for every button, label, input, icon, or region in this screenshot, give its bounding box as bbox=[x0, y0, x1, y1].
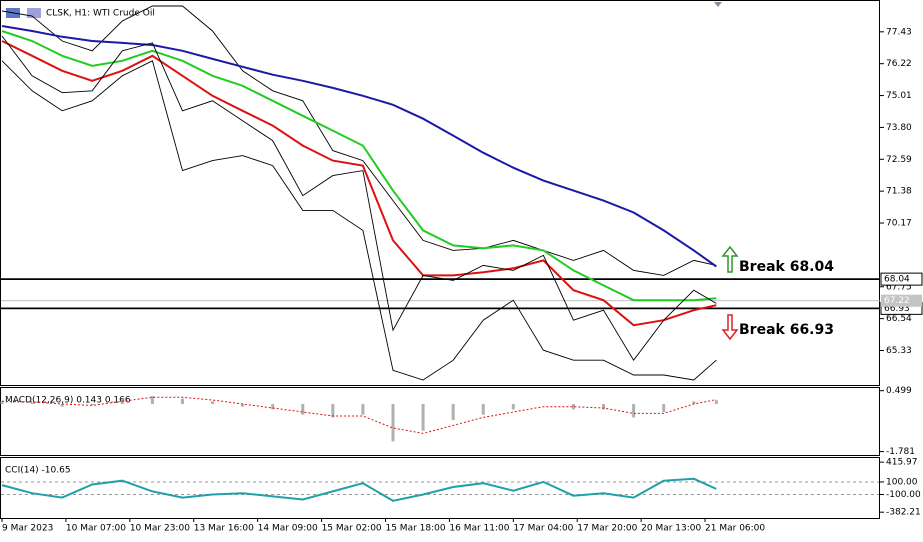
down-arrow bbox=[721, 314, 739, 341]
up-arrow bbox=[721, 245, 739, 273]
x-tick-label: 20 Mar 13:00 bbox=[641, 524, 701, 534]
histogram-bar bbox=[421, 404, 425, 431]
histogram-bar bbox=[211, 401, 215, 405]
y-tick-label: -100.00 bbox=[886, 490, 921, 500]
x-tick-label: 17 Mar 04:00 bbox=[513, 524, 573, 534]
annotation: Break 66.93 bbox=[739, 322, 834, 338]
histogram-bar bbox=[60, 404, 64, 407]
histogram-bar bbox=[571, 404, 575, 410]
y-tick-label: 77.43 bbox=[886, 27, 912, 37]
panel-title: MACD(12,26,9) 0.143 0.166 bbox=[5, 396, 131, 406]
histogram-bar bbox=[0, 401, 4, 405]
y-tick-label: 73.80 bbox=[886, 123, 912, 133]
histogram-bar bbox=[481, 404, 485, 415]
series-line bbox=[1, 60, 717, 381]
histogram-bar bbox=[30, 402, 34, 405]
histogram-bar bbox=[692, 401, 696, 405]
icon bbox=[6, 8, 41, 18]
x-tick-label: 9 Mar 2023 bbox=[2, 524, 53, 534]
histogram-bar bbox=[90, 404, 94, 406]
x-tick-label: 14 Mar 09:00 bbox=[258, 524, 318, 534]
y-tick-label: 75.01 bbox=[886, 91, 912, 101]
series-line bbox=[1, 30, 717, 302]
y-tick-label: 67.75 bbox=[886, 282, 912, 292]
series-line bbox=[1, 35, 717, 362]
histogram-bar bbox=[241, 404, 245, 407]
y-tick-label: 76.22 bbox=[886, 59, 912, 69]
x-tick-label: 15 Mar 02:00 bbox=[322, 524, 382, 534]
histogram-bar bbox=[662, 404, 666, 413]
histogram-bar bbox=[632, 404, 636, 418]
panel-title: CCI(14) -10.65 bbox=[5, 466, 71, 476]
series-line bbox=[1, 477, 717, 502]
y-tick-label: 100.00 bbox=[886, 477, 918, 487]
x-tick-label: 10 Mar 07:00 bbox=[66, 524, 126, 534]
histogram-bar bbox=[361, 404, 365, 415]
x-tick-label: 13 Mar 16:00 bbox=[194, 524, 254, 534]
series-line bbox=[1, 396, 717, 434]
level-box bbox=[880, 272, 923, 286]
histogram-bar bbox=[451, 404, 455, 421]
y-tick-label: 65.33 bbox=[886, 346, 912, 356]
series-line bbox=[1, 5, 717, 276]
histogram-bar bbox=[271, 404, 275, 410]
histogram-bar bbox=[331, 404, 335, 418]
marker bbox=[714, 2, 722, 7]
price-label: 67.22 bbox=[884, 296, 910, 306]
panel-title: CLSK, H1: WTI Crude Oil bbox=[46, 9, 155, 19]
level-label: 66.93 bbox=[884, 304, 910, 314]
histogram-bar bbox=[391, 404, 395, 442]
y-tick-label: 415.97 bbox=[886, 458, 918, 468]
price-box bbox=[881, 294, 922, 307]
x-tick-label: 17 Mar 20:00 bbox=[577, 524, 637, 534]
histogram-bar bbox=[180, 398, 184, 405]
cci-panel bbox=[0, 457, 880, 519]
histogram-bar bbox=[602, 404, 606, 410]
y-tick-label: 71.38 bbox=[886, 187, 912, 197]
price-panel bbox=[0, 0, 880, 386]
series-line bbox=[1, 40, 717, 327]
histogram-bar bbox=[714, 400, 718, 405]
x-tick-label: 16 Mar 11:00 bbox=[449, 524, 509, 534]
y-tick-label: 0.499 bbox=[886, 386, 912, 396]
series-line bbox=[1, 25, 717, 268]
y-tick-label: 70.17 bbox=[886, 219, 912, 229]
x-tick-label: 15 Mar 18:00 bbox=[385, 524, 445, 534]
level-label: 68.04 bbox=[884, 275, 910, 285]
histogram-bar bbox=[150, 396, 154, 405]
y-tick-label: 66.54 bbox=[886, 314, 912, 324]
annotation: Break 68.04 bbox=[739, 259, 834, 275]
y-tick-label: -1.781 bbox=[886, 447, 915, 457]
macd-panel bbox=[0, 387, 880, 456]
histogram-bar bbox=[301, 404, 305, 415]
y-tick-label: 72.59 bbox=[886, 155, 912, 165]
y-tick-label: -382.21 bbox=[886, 508, 921, 518]
x-tick-label: 21 Mar 06:00 bbox=[705, 524, 765, 534]
histogram-bar bbox=[511, 404, 515, 410]
x-tick-label: 10 Mar 23:00 bbox=[130, 524, 190, 534]
